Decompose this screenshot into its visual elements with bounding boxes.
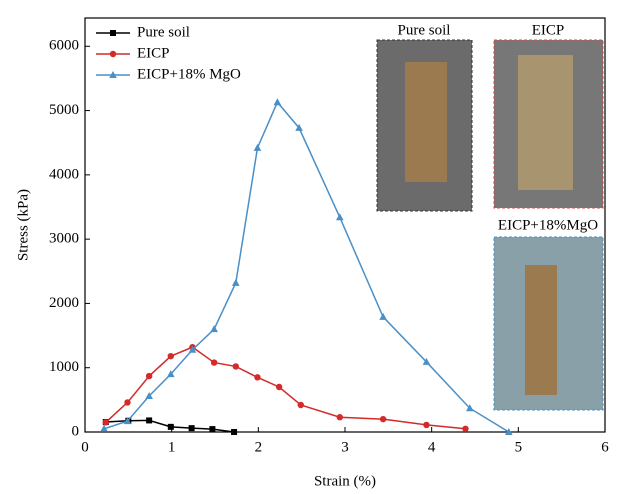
marker — [231, 429, 238, 435]
y-axis-label: Stress (kPa) — [15, 189, 31, 261]
sample — [525, 265, 557, 395]
marker — [336, 213, 344, 221]
x-tick-label: 0 — [81, 439, 89, 455]
series-line — [105, 346, 466, 430]
marker — [145, 372, 153, 380]
marker — [505, 428, 513, 435]
sample — [405, 62, 447, 182]
legend-label: EICP — [137, 45, 170, 61]
marker — [188, 425, 195, 432]
inset-label: EICP — [532, 22, 565, 38]
marker — [275, 383, 283, 391]
inset-label: Pure soil — [398, 22, 451, 38]
x-axis-label: Strain (%) — [314, 473, 376, 489]
inset-label: EICP+18%MgO — [498, 217, 598, 233]
marker — [466, 404, 474, 412]
marker — [423, 421, 430, 429]
legend-label: Pure soil — [137, 24, 190, 40]
marker — [210, 325, 218, 333]
marker — [109, 50, 117, 58]
y-tick-label: 5000 — [49, 102, 79, 118]
marker — [109, 71, 117, 78]
marker — [100, 424, 108, 432]
marker — [232, 363, 239, 370]
marker — [124, 399, 131, 406]
marker — [273, 98, 282, 106]
marker — [210, 359, 218, 366]
y-tick-label: 2000 — [49, 295, 79, 311]
legend-label: EICP+18% MgO — [137, 66, 241, 82]
marker — [110, 30, 116, 36]
marker — [167, 423, 174, 430]
marker — [254, 374, 261, 381]
marker — [146, 417, 153, 424]
marker — [102, 419, 110, 426]
sample — [518, 55, 573, 190]
marker — [379, 415, 387, 423]
marker — [232, 278, 240, 286]
y-tick-label: 0 — [72, 423, 80, 439]
marker — [188, 345, 197, 353]
marker — [253, 143, 262, 151]
y-tick-label: 4000 — [49, 166, 79, 182]
x-tick-label: 4 — [428, 439, 436, 455]
marker — [209, 426, 216, 433]
y-tick-label: 1000 — [49, 359, 79, 375]
x-tick-label: 3 — [341, 439, 349, 455]
y-tick-label: 3000 — [49, 231, 79, 247]
x-tick-label: 2 — [255, 439, 263, 455]
marker — [462, 425, 469, 432]
marker — [295, 123, 303, 131]
marker — [167, 352, 174, 360]
x-tick-label: 6 — [601, 439, 609, 455]
marker — [379, 312, 387, 320]
x-tick-label: 1 — [168, 439, 176, 455]
marker — [167, 370, 175, 378]
y-tick-label: 6000 — [49, 38, 79, 54]
marker — [297, 401, 304, 409]
marker — [123, 417, 132, 425]
marker — [336, 414, 343, 421]
marker — [422, 357, 431, 365]
x-tick-label: 5 — [515, 439, 523, 455]
marker — [145, 392, 153, 399]
